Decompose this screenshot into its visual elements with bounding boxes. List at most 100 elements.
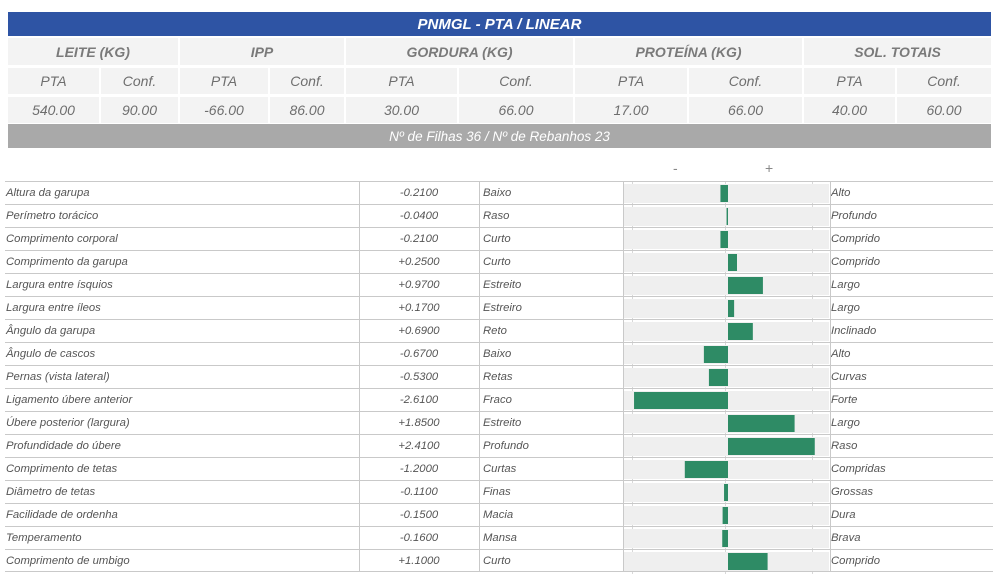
trait-bar-cell	[624, 550, 829, 572]
column-divider	[623, 320, 624, 342]
trait-value: +0.9700	[398, 279, 440, 291]
column-divider	[479, 389, 480, 411]
trait-bar-cell	[624, 504, 829, 526]
column-divider	[479, 297, 480, 319]
trait-row: Temperamento -0.1600 Mansa Brava	[5, 526, 993, 549]
trait-bar	[728, 323, 753, 340]
pta-value: -66.00	[180, 95, 270, 123]
trait-bar	[728, 300, 735, 317]
column-divider	[623, 458, 624, 480]
trait-value: +1.8500	[398, 417, 440, 429]
trait-name: Altura da garupa	[6, 187, 90, 199]
conf-value: 86.00	[270, 95, 346, 123]
column-divider	[830, 504, 831, 526]
trait-high-label: Forte	[831, 394, 858, 406]
bar-background	[624, 552, 829, 571]
column-divider	[479, 527, 480, 549]
trait-bar-cell	[624, 251, 829, 273]
trait-bar-cell	[624, 458, 829, 480]
trait-bar-svg	[728, 277, 763, 294]
trait-bar	[728, 277, 763, 294]
conf-value: 66.00	[459, 95, 575, 123]
column-divider	[479, 412, 480, 434]
column-divider	[830, 481, 831, 503]
trait-bar-cell	[624, 343, 829, 365]
positive-axis-label: +	[765, 160, 774, 176]
column-divider	[359, 458, 360, 480]
column-divider	[623, 297, 624, 319]
pta-label: PTA	[8, 66, 101, 94]
pta-conf-value-row: 540.00 90.00 -66.00 86.00 30.00 66.00 17.00 66.…	[8, 95, 991, 123]
trait-row: Ângulo da garupa +0.6900 Reto Inclinado	[5, 319, 993, 342]
trait-bar-cell	[624, 435, 829, 457]
column-divider	[479, 550, 480, 572]
trait-low-label: Profundo	[483, 440, 529, 452]
trait-high-label: Raso	[831, 440, 858, 452]
column-divider	[359, 412, 360, 434]
trait-bar	[720, 231, 728, 248]
trait-name: Pernas (vista lateral)	[6, 371, 110, 383]
trait-bar-svg	[728, 438, 815, 455]
trait-bar-cell	[624, 389, 829, 411]
trait-bar	[708, 369, 728, 386]
trait-high-label: Comprido	[831, 256, 880, 268]
trait-bar-cell	[624, 412, 829, 434]
column-divider	[623, 251, 624, 273]
column-divider	[479, 343, 480, 365]
trait-bar-cell	[624, 481, 829, 503]
column-divider	[359, 297, 360, 319]
column-divider	[479, 320, 480, 342]
trait-row: Pernas (vista lateral) -0.5300 Retas Curvas	[5, 365, 993, 388]
trait-high-label: Profundo	[831, 210, 877, 222]
trait-bar-svg	[722, 507, 728, 524]
trait-bar-cell	[624, 228, 829, 250]
bar-background	[624, 276, 829, 295]
column-divider	[359, 550, 360, 572]
trait-bar	[724, 484, 728, 501]
column-divider	[479, 228, 480, 250]
trait-value: -2.6100	[399, 394, 439, 406]
trait-high-label: Alto	[831, 348, 851, 360]
trait-name: Profundidade do úbere	[6, 440, 121, 452]
column-divider	[623, 205, 624, 227]
trait-row: Comprimento de umbigo +1.1000 Curto Comprid…	[5, 549, 993, 572]
trait-value: -0.2100	[399, 187, 439, 199]
column-divider	[830, 182, 831, 204]
trait-bar-cell	[624, 320, 829, 342]
negative-axis-label: -	[673, 160, 678, 176]
trait-name: Diâmetro de tetas	[6, 486, 96, 498]
trait-name: Ângulo da garupa	[6, 325, 96, 337]
trait-bar-svg	[684, 461, 728, 478]
column-divider	[830, 343, 831, 365]
trait-low-label: Mansa	[483, 532, 517, 544]
column-divider	[359, 182, 360, 204]
column-divider	[830, 412, 831, 434]
trait-bar-cell	[624, 527, 829, 549]
column-divider	[623, 504, 624, 526]
pta-label: PTA	[180, 66, 270, 94]
trait-low-label: Curto	[483, 555, 511, 567]
trait-low-label: Estreito	[483, 417, 522, 429]
trait-value: +0.1700	[398, 302, 440, 314]
trait-bar-svg	[720, 185, 728, 202]
conf-value: 90.00	[101, 95, 180, 123]
trait-bar-svg	[728, 415, 795, 432]
trait-high-label: Compridas	[831, 463, 886, 475]
group-header: PROTEÍNA (KG)	[575, 38, 804, 65]
trait-high-label: Curvas	[831, 371, 867, 383]
column-divider	[479, 458, 480, 480]
column-divider	[623, 228, 624, 250]
column-divider	[623, 366, 624, 388]
trait-value: +0.6900	[398, 325, 440, 337]
trait-name: Úbere posterior (largura)	[6, 417, 130, 429]
trait-bar	[728, 553, 768, 570]
column-divider	[623, 274, 624, 296]
column-divider	[623, 412, 624, 434]
trait-high-label: Inclinado	[831, 325, 877, 337]
trait-bar	[634, 392, 728, 409]
trait-name: Ligamento úbere anterior	[6, 394, 133, 406]
column-divider	[479, 251, 480, 273]
column-divider	[359, 366, 360, 388]
trait-group-header-row: LEITE (KG) IPP GORDURA (KG) PROTEÍNA (KG) SO…	[8, 38, 991, 65]
trait-bar	[722, 530, 728, 547]
